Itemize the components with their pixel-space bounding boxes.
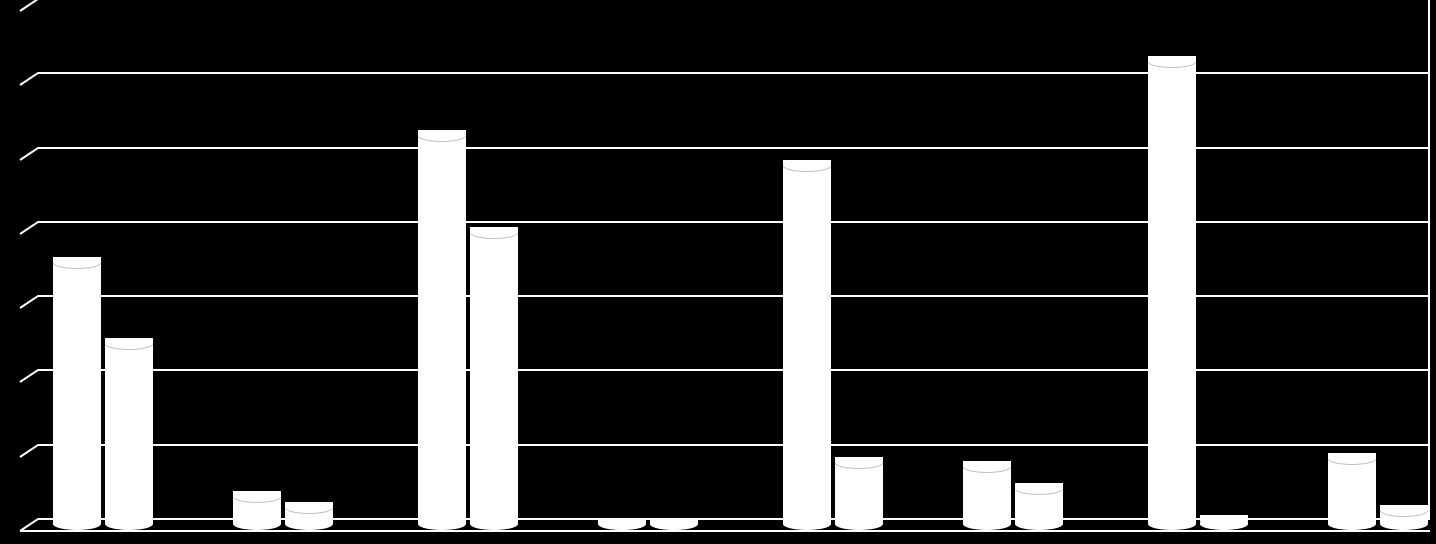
cylinder-top bbox=[963, 461, 1011, 473]
gridline bbox=[38, 72, 1430, 74]
bar-cylinder bbox=[598, 518, 646, 530]
bar-cylinder bbox=[1200, 515, 1248, 530]
cylinder-bottom bbox=[783, 518, 831, 530]
cylinder-bottom bbox=[53, 518, 101, 530]
cylinder-bottom bbox=[1148, 518, 1196, 530]
cylinder-body bbox=[418, 130, 466, 524]
back-wall-right-edge bbox=[1428, 0, 1430, 518]
gridline bbox=[38, 295, 1430, 297]
bar-cylinder bbox=[53, 257, 101, 530]
cylinder-body bbox=[470, 227, 518, 524]
cylinder-top bbox=[233, 491, 281, 503]
cylinder-top bbox=[783, 160, 831, 172]
side-wall-segment bbox=[19, 72, 38, 86]
bar-cylinder bbox=[783, 160, 831, 530]
cylinder-bottom bbox=[105, 518, 153, 530]
cylinder-top bbox=[53, 257, 101, 269]
cylinder-bottom bbox=[1015, 518, 1063, 530]
gridline bbox=[38, 444, 1430, 446]
bar-cylinder bbox=[835, 457, 883, 530]
cylinder-body bbox=[783, 160, 831, 524]
bar-cylinder bbox=[963, 461, 1011, 530]
cylinder-top bbox=[1148, 56, 1196, 68]
cylinder-bottom bbox=[835, 518, 883, 530]
bar-cylinder bbox=[233, 491, 281, 530]
bar-cylinder bbox=[1148, 56, 1196, 530]
bar-cylinder bbox=[470, 227, 518, 530]
cylinder-body bbox=[105, 338, 153, 524]
cylinder-top bbox=[285, 502, 333, 514]
baseline bbox=[20, 530, 1430, 532]
cylinder-body bbox=[53, 257, 101, 524]
cylinder-body bbox=[1148, 56, 1196, 524]
cylinder-bottom bbox=[418, 518, 466, 530]
gridline bbox=[38, 147, 1430, 149]
side-wall-segment bbox=[19, 0, 38, 12]
cylinder-bottom bbox=[233, 518, 281, 530]
bar-cylinder bbox=[1380, 505, 1428, 530]
cylinder-bottom bbox=[598, 518, 646, 530]
cylinder-bottom bbox=[1328, 518, 1376, 530]
bar-cylinder bbox=[1328, 453, 1376, 530]
bar-cylinder bbox=[1015, 483, 1063, 530]
bar-cylinder bbox=[650, 518, 698, 530]
cylinder-bottom bbox=[285, 518, 333, 530]
chart-container bbox=[0, 0, 1436, 544]
gridline bbox=[38, 369, 1430, 371]
cylinder-top bbox=[470, 227, 518, 239]
gridline bbox=[38, 221, 1430, 223]
bar-cylinder bbox=[285, 502, 333, 530]
cylinder-bottom bbox=[470, 518, 518, 530]
side-wall-segment bbox=[19, 444, 38, 458]
plot-area bbox=[20, 10, 1430, 530]
bar-cylinder bbox=[105, 338, 153, 530]
side-wall-segment bbox=[19, 147, 38, 161]
cylinder-bottom bbox=[963, 518, 1011, 530]
side-wall-segment bbox=[19, 295, 38, 309]
cylinder-bottom bbox=[1200, 518, 1248, 530]
bar-cylinder bbox=[418, 130, 466, 530]
side-wall-segment bbox=[19, 370, 38, 384]
cylinder-bottom bbox=[650, 518, 698, 530]
side-wall-segment bbox=[19, 221, 38, 235]
cylinder-bottom bbox=[1380, 518, 1428, 530]
